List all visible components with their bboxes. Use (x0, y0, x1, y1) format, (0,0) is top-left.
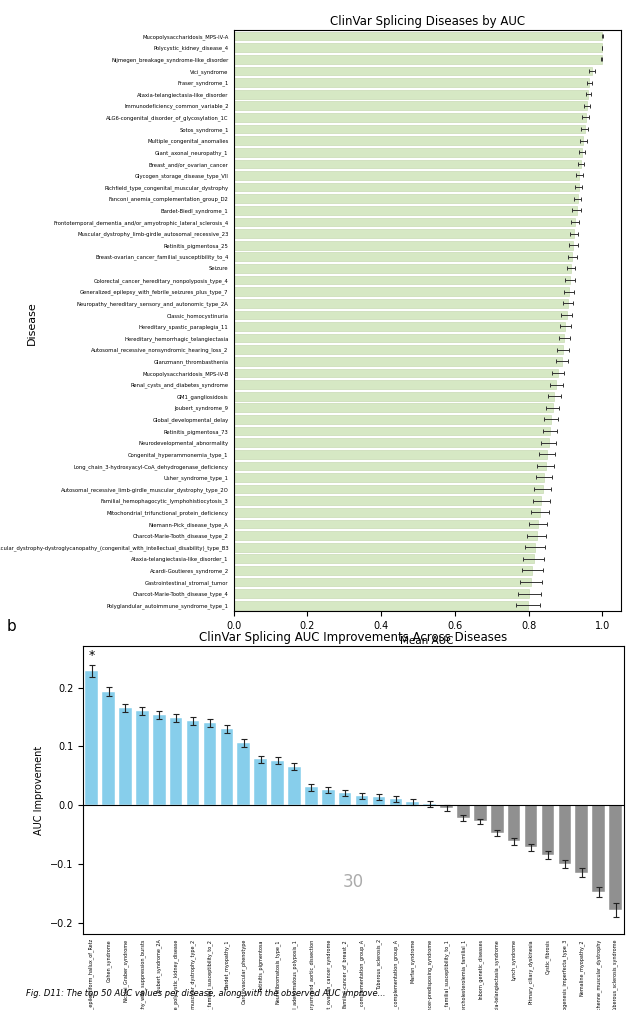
Bar (234, 462, 545, 471)
Bar (234, 589, 529, 598)
Bar (234, 264, 571, 273)
Bar (234, 113, 586, 122)
Bar (234, 31, 602, 40)
Bar (234, 566, 532, 575)
Bar (234, 217, 575, 226)
Bar (423, 804, 436, 805)
Bar (234, 415, 552, 424)
Bar (356, 796, 369, 805)
Bar (234, 380, 556, 389)
Bar (170, 718, 182, 805)
Bar (322, 790, 335, 805)
Bar (234, 519, 538, 528)
Y-axis label: AUC Improvement: AUC Improvement (35, 745, 44, 835)
Bar (204, 723, 216, 805)
Bar (406, 802, 419, 805)
Bar (136, 711, 148, 805)
Bar (234, 531, 537, 540)
Text: *: * (88, 649, 95, 663)
Text: 30: 30 (343, 874, 364, 892)
X-axis label: Mean AUC: Mean AUC (401, 636, 454, 646)
Text: Fig. D11: The top 50 AUC values per disease, along with the observed AUC improve: Fig. D11: The top 50 AUC values per dise… (26, 989, 385, 998)
Bar (234, 403, 552, 412)
Bar (234, 240, 573, 249)
Bar (234, 287, 569, 296)
Bar (234, 78, 589, 87)
Bar (234, 369, 558, 378)
Bar (339, 793, 351, 805)
Bar (575, 805, 588, 873)
Bar (234, 194, 578, 203)
Bar (153, 715, 166, 805)
Bar (234, 90, 588, 99)
Bar (234, 392, 554, 401)
Bar (305, 788, 317, 805)
Bar (609, 805, 622, 910)
Bar (234, 322, 566, 331)
Bar (592, 805, 605, 892)
Bar (234, 160, 581, 169)
Bar (254, 760, 267, 805)
Bar (234, 171, 579, 180)
Bar (234, 449, 547, 459)
Bar (119, 708, 132, 805)
Bar (234, 345, 563, 355)
Bar (234, 554, 534, 564)
Bar (457, 805, 470, 818)
Bar (234, 357, 562, 366)
Bar (234, 183, 579, 192)
Bar (85, 671, 98, 805)
Bar (234, 601, 528, 610)
Bar (234, 299, 568, 308)
Bar (234, 43, 602, 53)
Bar (234, 124, 585, 133)
Bar (288, 767, 301, 805)
Bar (440, 805, 453, 808)
Text: b: b (6, 619, 16, 634)
Bar (102, 692, 115, 805)
Bar (234, 508, 540, 517)
Bar (372, 797, 385, 805)
Bar (234, 101, 587, 110)
Bar (541, 805, 554, 854)
Bar (234, 310, 566, 319)
Bar (234, 473, 544, 482)
Title: ClinVar Splicing Diseases by AUC: ClinVar Splicing Diseases by AUC (330, 15, 525, 27)
Bar (234, 485, 543, 494)
Bar (234, 438, 548, 447)
Bar (234, 206, 577, 215)
Title: ClinVar Splicing AUC Improvements Across Diseases: ClinVar Splicing AUC Improvements Across… (200, 631, 508, 643)
Bar (390, 799, 402, 805)
Bar (234, 252, 572, 262)
Bar (559, 805, 571, 864)
Bar (234, 426, 550, 435)
Bar (474, 805, 486, 821)
Bar (187, 721, 200, 805)
Bar (221, 728, 233, 805)
Bar (234, 542, 535, 551)
Bar (234, 496, 541, 505)
Bar (525, 805, 538, 847)
Bar (508, 805, 520, 841)
Bar (234, 276, 570, 285)
Bar (234, 333, 564, 342)
Bar (234, 229, 574, 238)
Bar (234, 67, 592, 76)
Bar (271, 761, 284, 805)
Bar (234, 578, 531, 587)
Bar (234, 147, 582, 157)
Bar (237, 743, 250, 805)
Bar (234, 136, 583, 145)
Bar (234, 55, 602, 64)
Bar (491, 805, 504, 833)
Text: Disease: Disease (27, 301, 37, 345)
